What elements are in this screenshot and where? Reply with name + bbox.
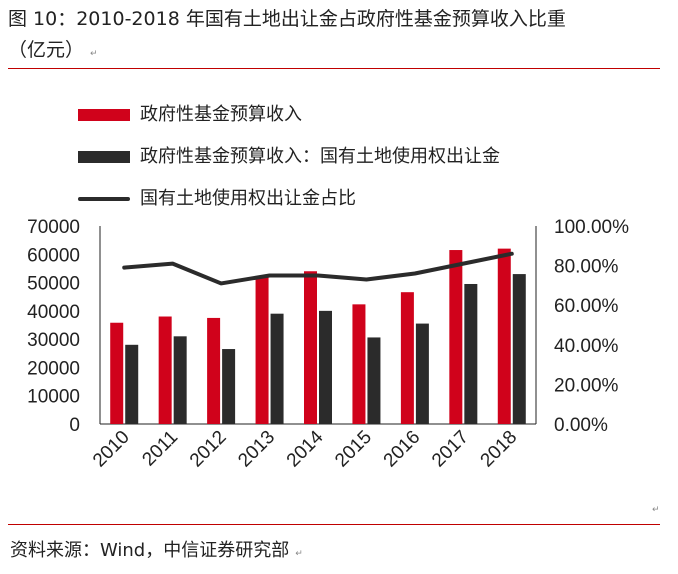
legend-label-revenue: 政府性基金预算收入 bbox=[140, 104, 302, 125]
x-axis-tick: 2018 bbox=[477, 427, 522, 472]
chart-axes bbox=[99, 226, 537, 425]
legend-label-land: 政府性基金预算收入：国有土地使用权出让金 bbox=[140, 146, 500, 167]
header-rule bbox=[8, 68, 660, 69]
figure-title-line2: （亿元） ↵ bbox=[8, 35, 670, 70]
figure-title: 图 10：2010-2018 年国有土地出让金占政府性基金预算收入比重 （亿元）… bbox=[8, 4, 670, 70]
ratio-line bbox=[122, 251, 514, 286]
source-text: 资料来源：Wind，中信证券研究部 bbox=[10, 540, 290, 561]
x-axis-tick: 2012 bbox=[186, 427, 231, 472]
left-axis-tick: 30000 bbox=[27, 330, 80, 351]
x-axis-tick: 2011 bbox=[138, 427, 182, 471]
ratio-line-series bbox=[122, 251, 514, 286]
left-axis-tick: 10000 bbox=[27, 387, 80, 408]
bar-land-transfer bbox=[512, 274, 526, 424]
bar-revenue bbox=[158, 316, 172, 424]
right-axis-tick: 0.00% bbox=[554, 415, 608, 436]
bar-revenue bbox=[352, 304, 366, 424]
left-axis-tick: 60000 bbox=[27, 245, 80, 266]
bar-land-transfer bbox=[367, 337, 381, 424]
legend-swatch-line bbox=[78, 197, 130, 201]
footer-rule bbox=[8, 524, 660, 525]
bar-revenue bbox=[255, 276, 269, 424]
right-axis-ticks: 0.00% 20.00% 40.00% 60.00% 80.00% 100.00% bbox=[554, 217, 629, 436]
legend-label-ratio: 国有土地使用权出让金占比 bbox=[140, 188, 356, 209]
left-axis-ticks: 0 10000 20000 30000 40000 50000 60000 70000 bbox=[27, 217, 80, 436]
legend-swatch-red-bar bbox=[78, 109, 130, 121]
right-axis-tick: 60.00% bbox=[554, 296, 619, 317]
x-axis-tick: 2013 bbox=[234, 427, 279, 472]
bar-land-transfer bbox=[222, 349, 236, 424]
left-axis-tick: 40000 bbox=[27, 302, 80, 323]
source-note: 资料来源：Wind，中信证券研究部 ↵ bbox=[10, 536, 303, 562]
bar-land-transfer bbox=[319, 310, 332, 424]
bar-revenue bbox=[207, 317, 221, 424]
bar-revenue bbox=[110, 322, 124, 424]
unit-label: （亿元） bbox=[8, 39, 85, 61]
x-axis-tick: 2015 bbox=[331, 427, 376, 472]
right-axis-tick: 40.00% bbox=[554, 336, 619, 357]
left-axis-tick: 0 bbox=[69, 415, 80, 436]
bar-land-transfer bbox=[270, 313, 284, 424]
bar-land-transfer bbox=[464, 283, 478, 424]
x-axis-tick: 2017 bbox=[428, 427, 473, 472]
bar-revenue bbox=[400, 292, 414, 424]
chart-bars bbox=[110, 248, 526, 424]
paragraph-mark-icon: ↵ bbox=[652, 505, 660, 515]
right-axis-tick: 100.00% bbox=[554, 217, 629, 238]
bar-land-transfer bbox=[125, 344, 139, 424]
legend-swatch-dark-bar bbox=[78, 151, 130, 163]
bar-revenue bbox=[304, 271, 317, 424]
x-axis-tick: 2014 bbox=[283, 426, 328, 471]
bar-land-transfer bbox=[173, 336, 187, 424]
x-axis-tick: 2016 bbox=[380, 427, 425, 472]
figure-title-line1: 图 10：2010-2018 年国有土地出让金占政府性基金预算收入比重 bbox=[8, 8, 566, 30]
paragraph-mark-icon: ↵ bbox=[295, 549, 303, 559]
paragraph-mark-icon: ↵ bbox=[90, 49, 98, 59]
x-axis-ticks: 2010 2011 2012 2013 2014 2015 2016 2017 2018 bbox=[89, 426, 521, 471]
bar-revenue bbox=[497, 248, 511, 424]
right-axis-tick: 80.00% bbox=[554, 257, 619, 278]
left-axis-tick: 70000 bbox=[27, 217, 80, 238]
bar-revenue bbox=[449, 250, 463, 424]
left-axis-tick: 50000 bbox=[27, 274, 80, 295]
left-axis-tick: 20000 bbox=[27, 358, 80, 379]
bar-land-transfer bbox=[415, 323, 429, 424]
x-axis-tick: 2010 bbox=[89, 427, 134, 472]
right-axis-tick: 20.00% bbox=[554, 375, 619, 396]
